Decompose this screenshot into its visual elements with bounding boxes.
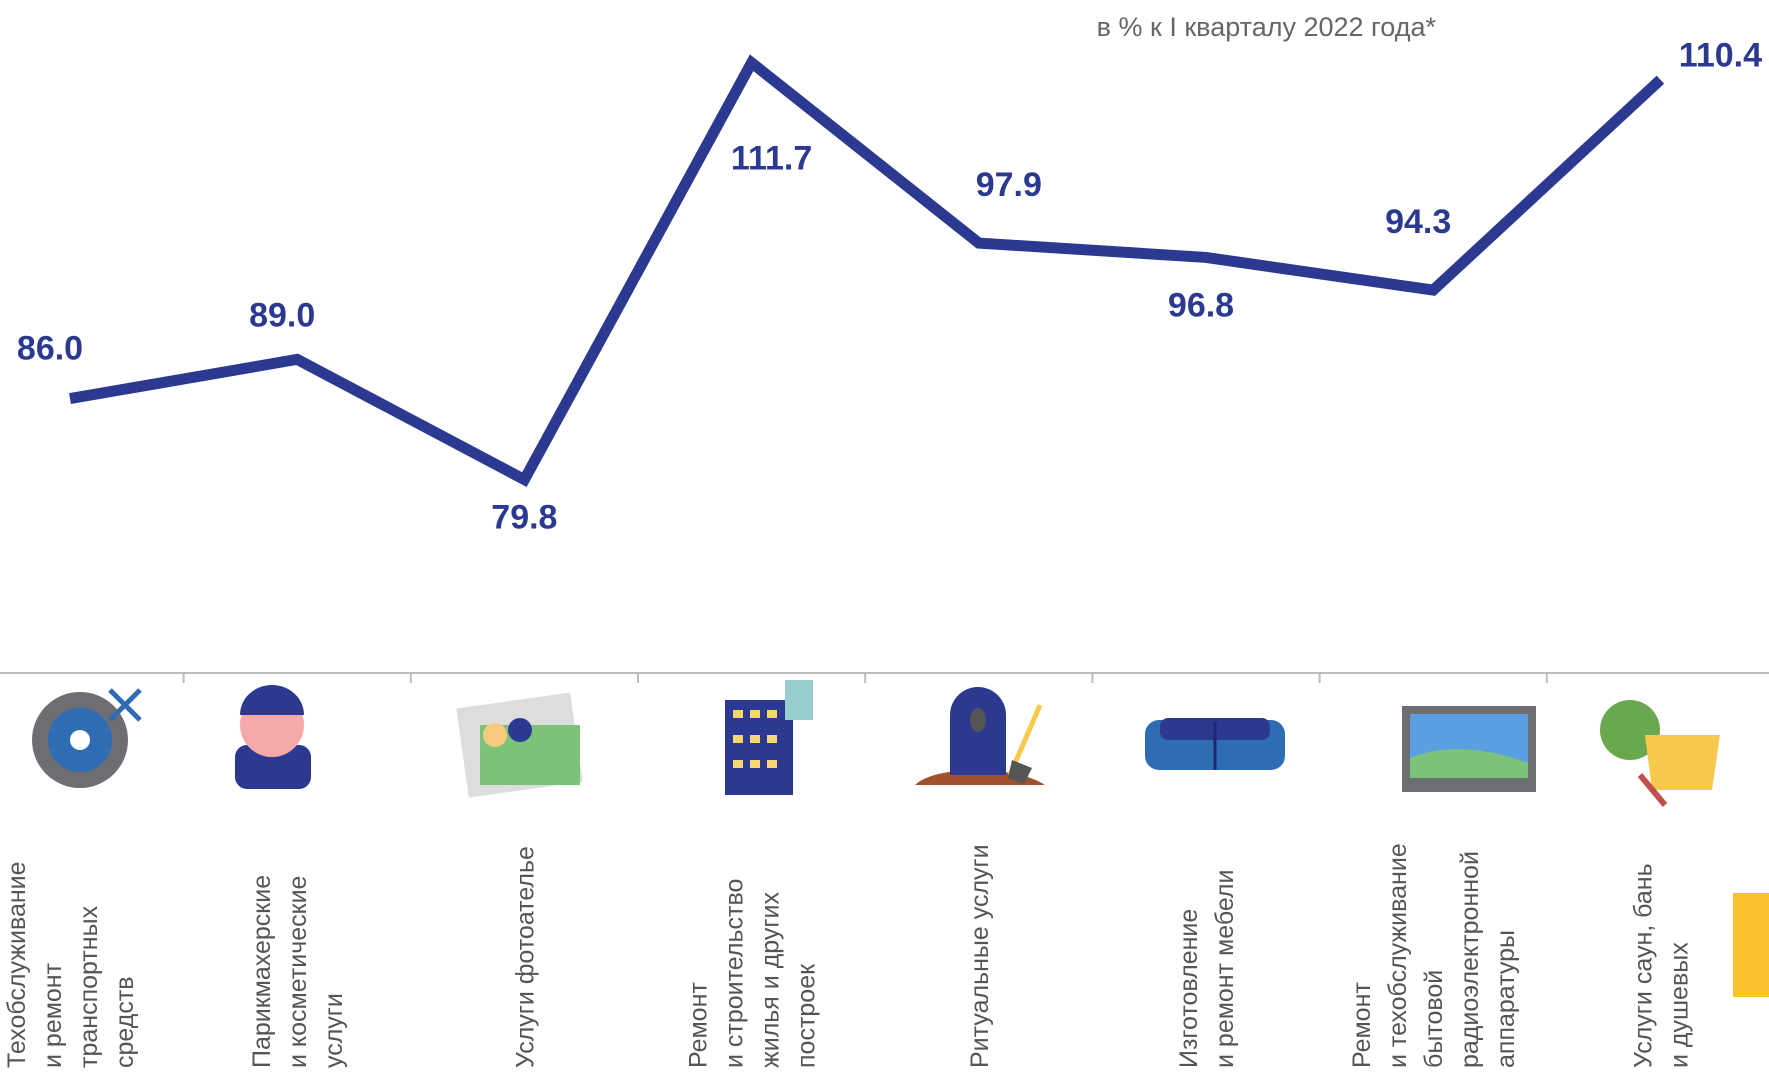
value-label: 96.8 xyxy=(1168,286,1234,324)
x-tick-label: Услуги фотоателье xyxy=(511,846,539,1068)
x-tick-label: Ритуальные услуги xyxy=(966,844,994,1068)
x-tick-label: Ремонт и техобслуживание бытовой радиоэлект… xyxy=(1348,843,1520,1068)
chart-subtitle: в % к I кварталу 2022 года* xyxy=(1097,12,1437,42)
legend-swatch xyxy=(1733,893,1769,997)
icons xyxy=(32,680,1720,807)
x-tick-label: Изготовление и ремонт мебели xyxy=(1175,870,1239,1069)
value-label: 111.7 xyxy=(731,140,812,178)
x-tick-label: Парикмахерские и косметические услуги xyxy=(248,875,348,1068)
line xyxy=(69,54,1665,487)
x-tick-label: Ремонт и строительство жилья и других постр… xyxy=(685,879,821,1068)
value-label: 110.4 xyxy=(1679,37,1762,75)
value-label: 94.3 xyxy=(1385,203,1451,241)
value-label: 97.9 xyxy=(976,166,1042,204)
x-tick-label: Услуги саун, бань и душевых xyxy=(1629,863,1693,1068)
value-label: 79.8 xyxy=(491,499,557,537)
value-label: 89.0 xyxy=(249,296,315,334)
value-label: 86.0 xyxy=(17,330,83,368)
x-tick-label: Техобслуживание и ремонт транспортных средс… xyxy=(3,861,139,1068)
